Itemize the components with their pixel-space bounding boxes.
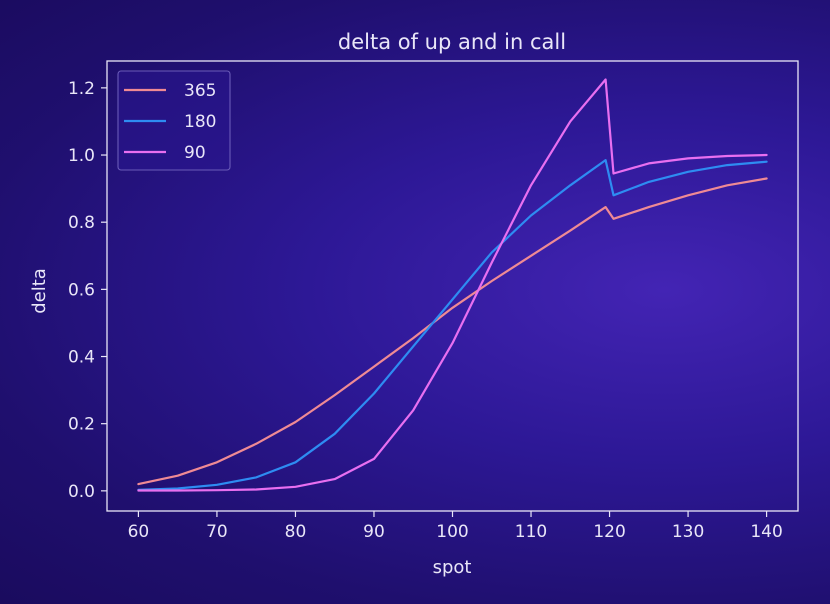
x-tick-label: 80 (285, 522, 307, 542)
x-tick-label: 60 (128, 522, 150, 542)
legend: 365 180 90 (117, 70, 231, 171)
legend-label-365: 365 (184, 81, 216, 101)
y-tick-label: 0.2 (68, 415, 95, 435)
y-tick-label: 0.4 (68, 348, 95, 368)
y-axis-title: delta (29, 268, 50, 314)
x-tick-label: 70 (206, 522, 228, 542)
y-tick-label: 1.0 (68, 146, 95, 166)
series-line-90 (137, 78, 768, 492)
series-line-180 (137, 159, 768, 491)
y-tick-label: 0.6 (68, 280, 95, 300)
y-tick-label: 0.0 (68, 482, 95, 502)
x-tick-label: 140 (750, 522, 782, 542)
x-tick-label: 130 (672, 522, 704, 542)
legend-box (117, 70, 231, 171)
legend-label-90: 90 (184, 143, 206, 163)
y-tick-label: 0.8 (68, 213, 95, 233)
x-tick-label: 90 (363, 522, 385, 542)
x-tick-label: 120 (593, 522, 625, 542)
x-axis-title: spot (433, 557, 472, 578)
x-axis: 60 70 80 90 100 110 120 130 140 (128, 511, 783, 542)
legend-label-180: 180 (184, 112, 216, 132)
x-tick-label: 110 (515, 522, 547, 542)
chart-title: delta of up and in call (338, 30, 566, 54)
series-line-365 (137, 177, 768, 486)
x-tick-label: 100 (436, 522, 468, 542)
y-axis: 0.0 0.2 0.4 0.6 0.8 1.0 1.2 (68, 79, 107, 502)
series-layer (137, 78, 768, 492)
y-tick-label: 1.2 (68, 79, 95, 99)
